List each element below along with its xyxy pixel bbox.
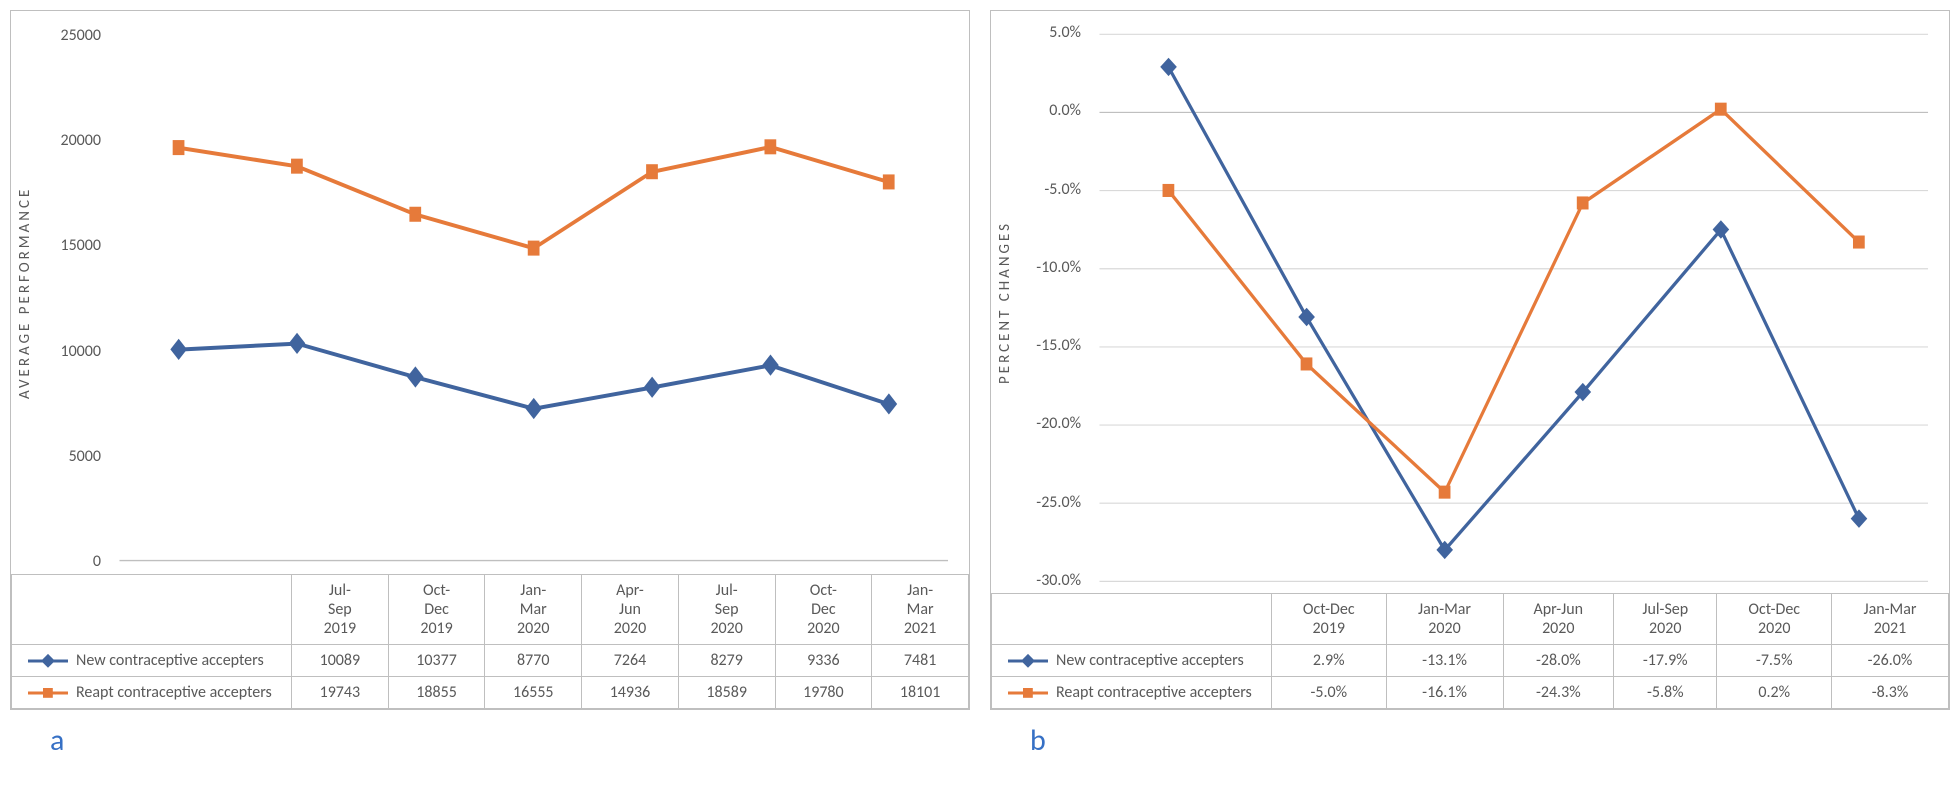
data-cell: 18855: [388, 677, 485, 709]
col-header: Jul- Sep 2019: [292, 575, 389, 645]
ytick: 5000: [39, 447, 101, 466]
ytick: 20000: [39, 131, 101, 150]
data-cell: -13.1%: [1386, 645, 1503, 677]
chart-b-plot: [1089, 11, 1949, 593]
data-cell: -5.8%: [1614, 677, 1717, 709]
series-label: New contraceptive accepters: [992, 645, 1272, 677]
col-header: Jul- Sep 2020: [678, 575, 775, 645]
chart-a-ylabel: AVERAGE PERFORMANCE: [11, 11, 39, 574]
col-header: Apr-Jun 2020: [1503, 594, 1614, 645]
ytick: 10000: [39, 342, 101, 361]
chart-a-area: AVERAGE PERFORMANCE 25000 20000 15000 10…: [11, 11, 969, 574]
ytick: -10.0%: [1019, 258, 1081, 277]
ytick: 5.0%: [1019, 23, 1081, 42]
data-cell: 18589: [678, 677, 775, 709]
col-header: Apr- Jun 2020: [582, 575, 679, 645]
ytick: 0: [39, 552, 101, 571]
data-cell: 10089: [292, 645, 389, 677]
chart-a-yticks: 25000 20000 15000 10000 5000 0: [39, 11, 109, 574]
table-row: New contraceptive accepters2.9%-13.1%-28…: [992, 645, 1949, 677]
chart-b-table: Oct-Dec 2019 Jan-Mar 2020 Apr-Jun 2020: [991, 593, 1949, 709]
ytick: -15.0%: [1019, 336, 1081, 355]
col-header: Jan- Mar 2020: [485, 575, 582, 645]
col-header: Oct-Dec 2020: [1717, 594, 1832, 645]
data-cell: 16555: [485, 677, 582, 709]
data-cell: -24.3%: [1503, 677, 1614, 709]
data-cell: -17.9%: [1614, 645, 1717, 677]
col-header: Jan-Mar 2020: [1386, 594, 1503, 645]
chart-b-yticks: 5.0% 0.0% -5.0% -10.0% -15.0% -20.0% -25…: [1019, 11, 1089, 593]
data-cell: -28.0%: [1503, 645, 1614, 677]
table-row: Reapt contraceptive accepters19743188551…: [12, 677, 969, 709]
col-header: Jul-Sep 2020: [1614, 594, 1717, 645]
table-row: New contraceptive accepters1008910377877…: [12, 645, 969, 677]
data-cell: 2.9%: [1272, 645, 1387, 677]
series-label: Reapt contraceptive accepters: [12, 677, 292, 709]
data-cell: 19780: [775, 677, 872, 709]
charts-container: AVERAGE PERFORMANCE 25000 20000 15000 10…: [10, 10, 1950, 780]
table-header-row: Jul- Sep 2019 Oct- Dec 2019 Jan- Mar: [12, 575, 969, 645]
data-cell: -26.0%: [1831, 645, 1948, 677]
panel-a: AVERAGE PERFORMANCE 25000 20000 15000 10…: [10, 10, 970, 780]
col-header: Oct-Dec 2019: [1272, 594, 1387, 645]
table-row: Reapt contraceptive accepters-5.0%-16.1%…: [992, 677, 1949, 709]
ytick: -5.0%: [1019, 180, 1081, 199]
data-cell: 10377: [388, 645, 485, 677]
chart-a-plot: [109, 11, 969, 574]
chart-b-area: PERCENT CHANGES 5.0% 0.0% -5.0% -10.0% -…: [991, 11, 1949, 593]
caption-a: a: [50, 722, 970, 759]
data-cell: -5.0%: [1272, 677, 1387, 709]
ytick: -20.0%: [1019, 414, 1081, 433]
data-cell: 8770: [485, 645, 582, 677]
col-header: Jan-Mar 2021: [1831, 594, 1948, 645]
ytick: 0.0%: [1019, 101, 1081, 120]
chart-b-box: PERCENT CHANGES 5.0% 0.0% -5.0% -10.0% -…: [990, 10, 1950, 710]
data-cell: -7.5%: [1717, 645, 1832, 677]
chart-a-box: AVERAGE PERFORMANCE 25000 20000 15000 10…: [10, 10, 970, 710]
series-label: New contraceptive accepters: [12, 645, 292, 677]
data-cell: 19743: [292, 677, 389, 709]
series-label: Reapt contraceptive accepters: [992, 677, 1272, 709]
data-cell: -16.1%: [1386, 677, 1503, 709]
data-cell: -8.3%: [1831, 677, 1948, 709]
col-header: Oct- Dec 2019: [388, 575, 485, 645]
data-cell: 0.2%: [1717, 677, 1832, 709]
data-cell: 7264: [582, 645, 679, 677]
data-cell: 18101: [872, 677, 969, 709]
chart-b-ylabel: PERCENT CHANGES: [991, 11, 1019, 593]
data-cell: 8279: [678, 645, 775, 677]
panel-b: PERCENT CHANGES 5.0% 0.0% -5.0% -10.0% -…: [990, 10, 1950, 780]
ytick: 25000: [39, 26, 101, 45]
ytick: -25.0%: [1019, 493, 1081, 512]
ytick: 15000: [39, 236, 101, 255]
caption-b: b: [1030, 722, 1950, 759]
chart-a-table: Jul- Sep 2019 Oct- Dec 2019 Jan- Mar: [11, 574, 969, 709]
data-cell: 7481: [872, 645, 969, 677]
data-cell: 14936: [582, 677, 679, 709]
table-header-row: Oct-Dec 2019 Jan-Mar 2020 Apr-Jun 2020: [992, 594, 1949, 645]
col-header: Jan- Mar 2021: [872, 575, 969, 645]
data-cell: 9336: [775, 645, 872, 677]
ytick: -30.0%: [1019, 571, 1081, 590]
col-header: Oct- Dec 2020: [775, 575, 872, 645]
